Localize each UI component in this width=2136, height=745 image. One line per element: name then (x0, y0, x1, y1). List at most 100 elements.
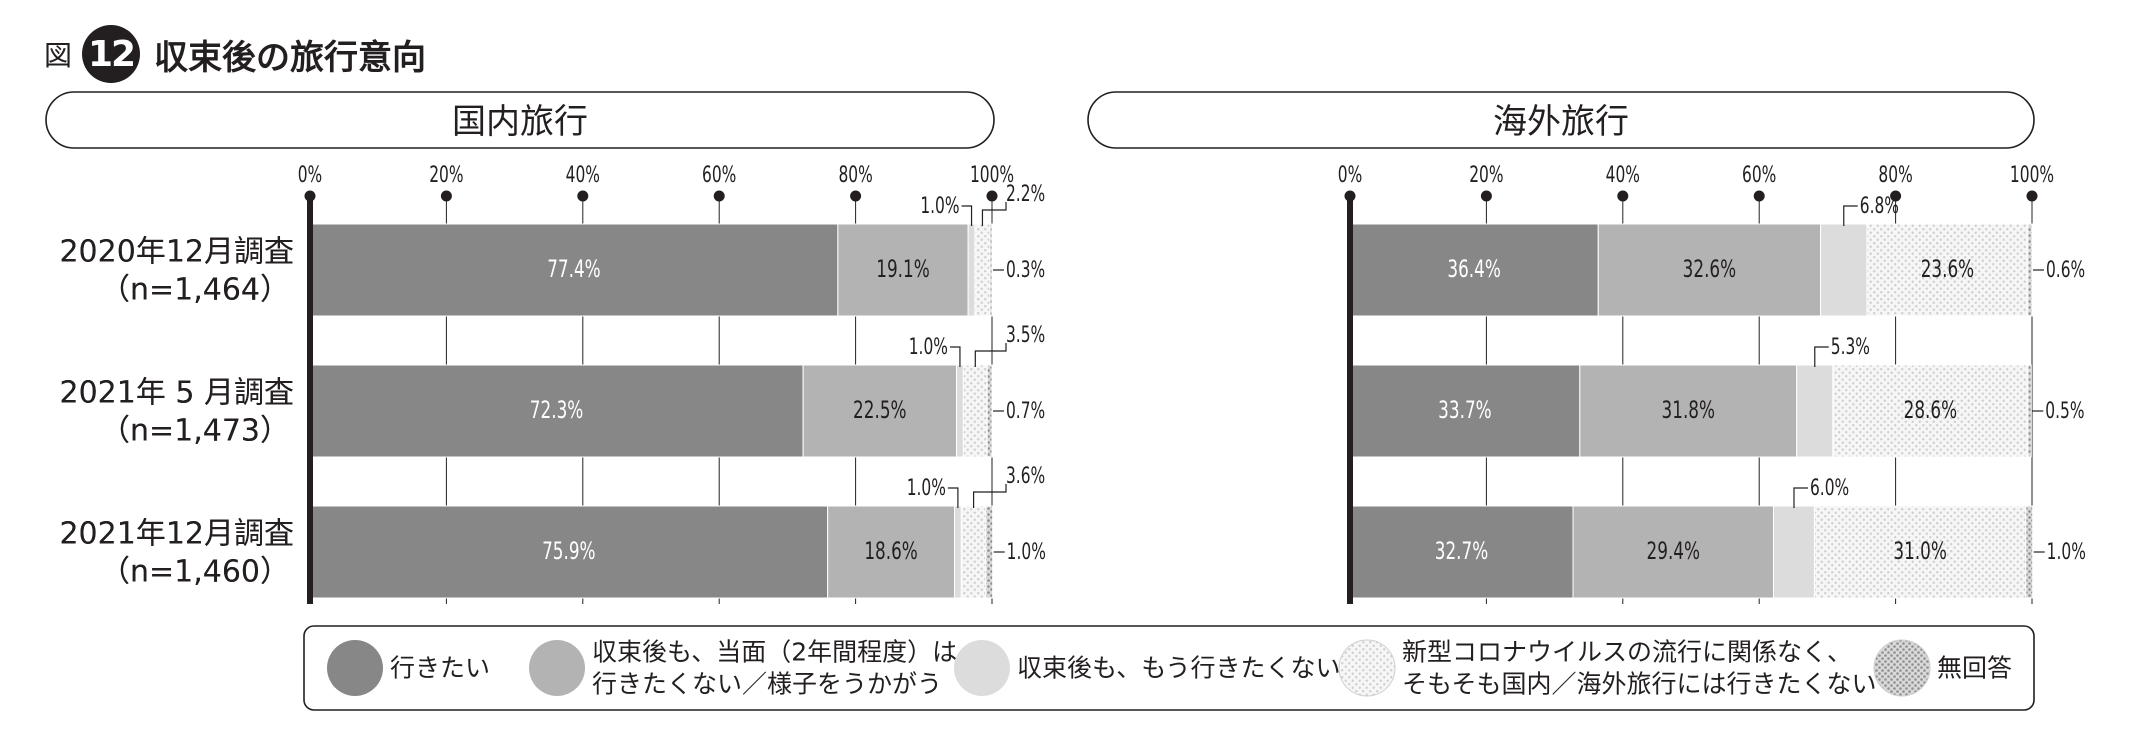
legend-swatch (1873, 639, 1931, 697)
data-label: 19.1% (876, 256, 929, 284)
leader-line (1843, 205, 1858, 226)
data-label: 1.0% (907, 475, 946, 501)
bar-segment (1572, 505, 1775, 599)
tick-marker (1617, 190, 1629, 202)
leader-line (1793, 487, 1808, 508)
data-label: 5.3% (1831, 334, 1870, 360)
bar-segment (985, 505, 994, 599)
category-label-line2: （n=1,473） (100, 414, 290, 449)
tick-label: 100% (970, 162, 1014, 188)
data-label: 1.0% (920, 193, 959, 219)
leader-line (981, 202, 1007, 226)
leader-line (947, 487, 959, 508)
legend (303, 625, 2035, 711)
bar-segment (1796, 364, 1834, 458)
leader-line (961, 205, 973, 226)
bar-segment (956, 364, 964, 458)
leader-line (1814, 346, 1829, 367)
data-label: 18.6% (864, 538, 917, 566)
data-label: 29.4% (1647, 538, 1700, 566)
category-label-line1: 2020年12月調査 (59, 235, 294, 270)
bar-segment (2025, 505, 2034, 599)
tick-label: 0% (1338, 162, 1362, 188)
legend-swatch (954, 640, 1010, 696)
bar-segment (309, 505, 829, 599)
data-label: 32.7% (1435, 538, 1488, 566)
data-label: 0.6% (2046, 257, 2085, 283)
figure-label: 図 (44, 39, 73, 72)
tick-label: 40% (1606, 162, 1640, 188)
bar-segment (1773, 505, 1815, 599)
legend-swatch (1338, 639, 1396, 697)
data-label: 22.5% (853, 397, 906, 425)
bar-segment (1349, 505, 1574, 599)
bar-segment (1820, 223, 1868, 317)
legend-label: 行きたい (390, 654, 490, 683)
tick-label: 20% (1469, 162, 1503, 188)
data-label: 3.6% (1006, 463, 1045, 489)
tick-label: 60% (702, 162, 736, 188)
figure-number-badge: 12 (82, 25, 141, 83)
tick-marker (1890, 190, 1902, 202)
data-label: 33.7% (1438, 397, 1491, 425)
category-label-line2: （n=1,460） (100, 555, 290, 590)
data-label: 1.0% (2047, 539, 2086, 565)
legend-label: 収束後も、もう行きたくない (1017, 654, 1341, 683)
tick-label: 40% (566, 162, 600, 188)
bar-segment (827, 505, 955, 599)
data-label: 75.9% (542, 538, 595, 566)
bar-segment (953, 505, 962, 599)
bar-segment (802, 364, 958, 458)
category-label-line2: （n=1,464） (100, 273, 290, 308)
data-label: 1.0% (909, 334, 948, 360)
bar-segment (1597, 223, 1822, 317)
tick-label: 80% (1878, 162, 1912, 188)
data-label: 6.0% (1810, 475, 1849, 501)
bar-segment (2027, 223, 2033, 317)
panel-title-frame (45, 91, 995, 149)
category-label-line1: 2021年12月調査 (59, 517, 294, 552)
tick-marker (577, 190, 589, 202)
tick-marker (1753, 190, 1765, 202)
data-label: 28.6% (1904, 397, 1957, 425)
data-label: 0.3% (1006, 257, 1045, 283)
bar-segment (967, 223, 976, 317)
panel-title: 国内旅行 (452, 102, 588, 142)
data-label: 3.5% (1006, 322, 1045, 348)
bar-segment (837, 223, 969, 317)
data-label: 0.7% (1006, 398, 1045, 424)
bar-segment (989, 223, 993, 317)
bar-segment (962, 364, 988, 458)
category-label-line1: 2020年12月調査 (59, 235, 294, 270)
legend-swatch (327, 640, 383, 696)
legend-label: 無回答 (1937, 654, 2012, 683)
tick-marker (850, 190, 862, 202)
legend-label: そもそも国内／海外旅行には行きたくない (1402, 670, 1877, 699)
tick-label: 80% (838, 162, 872, 188)
tick-label: 100% (2010, 162, 2054, 188)
tick-marker (1480, 190, 1492, 202)
data-label: 23.6% (1921, 256, 1974, 284)
tick-marker (440, 190, 452, 202)
legend-label: 新型コロナウイルスの流行に関係なく、 (1402, 638, 1852, 667)
leader-line (949, 346, 961, 367)
category-label-line1: 2021年 5 月調査 (59, 376, 294, 411)
legend-label: 行きたくない／様子をうかがう (592, 670, 942, 699)
bar-segment (1579, 364, 1798, 458)
tick-marker (986, 190, 998, 202)
data-label: 31.8% (1662, 397, 1715, 425)
bar-segment (974, 223, 991, 317)
data-label: 2.2% (1006, 181, 1045, 207)
data-label: 36.4% (1447, 256, 1500, 284)
category-label-line2: （n=1,460） (100, 555, 290, 590)
figure-header: 図 12 収束後の旅行意向 (44, 24, 426, 84)
bar-segment (1866, 223, 2029, 317)
legend-swatch (529, 640, 585, 696)
bar-segment (1813, 505, 2027, 599)
data-label: 31.0% (1893, 538, 1946, 566)
bar-segment (2027, 364, 2032, 458)
figure-title: 収束後の旅行意向 (154, 37, 427, 78)
category-label-line2: （n=1,464） (100, 273, 290, 308)
leader-line (972, 484, 1007, 508)
